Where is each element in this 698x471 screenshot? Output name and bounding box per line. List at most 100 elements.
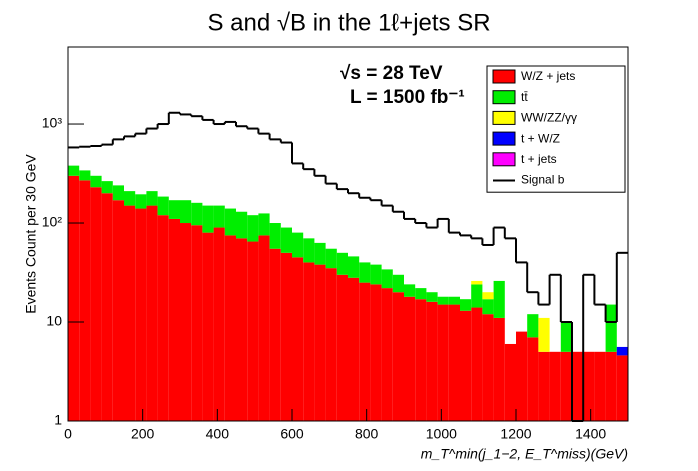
- bar: [616, 355, 628, 421]
- bar: [348, 256, 360, 278]
- bar: [437, 304, 449, 421]
- bar: [135, 208, 147, 421]
- bar: [325, 248, 337, 269]
- bar: [314, 242, 326, 265]
- legend-swatch: [492, 152, 516, 167]
- x-tick-label: 0: [64, 426, 72, 442]
- bar: [482, 299, 494, 315]
- bar: [157, 196, 169, 216]
- bar: [426, 301, 438, 421]
- bar: [392, 292, 404, 421]
- bar: [370, 264, 382, 285]
- bar: [191, 202, 203, 226]
- x-tick-label: 400: [206, 426, 230, 442]
- bar: [348, 277, 360, 421]
- legend-swatch: [492, 90, 516, 105]
- bar: [482, 292, 494, 300]
- bar: [594, 351, 606, 421]
- bar: [112, 200, 124, 421]
- bar: [280, 227, 292, 253]
- x-tick-label: 200: [131, 426, 155, 442]
- bar: [415, 299, 427, 421]
- x-tick-label: 600: [280, 426, 304, 442]
- bar: [381, 288, 393, 421]
- bar: [605, 304, 617, 352]
- bar: [68, 175, 80, 421]
- bar: [448, 304, 460, 421]
- bar: [124, 205, 136, 421]
- y-tick-label: 10³: [42, 115, 63, 131]
- bar: [146, 205, 158, 421]
- bar: [415, 288, 427, 300]
- bar: [325, 268, 337, 421]
- bar: [370, 284, 382, 421]
- bar: [180, 223, 192, 421]
- bar: [527, 337, 539, 421]
- bar: [426, 292, 438, 302]
- legend-box: [486, 65, 626, 193]
- bar: [101, 193, 113, 421]
- bar: [549, 351, 561, 421]
- bar: [482, 314, 494, 421]
- bar: [202, 232, 214, 421]
- y-tick-label: 10²: [42, 214, 63, 230]
- bar: [213, 205, 225, 228]
- bar: [538, 317, 550, 352]
- x-tick-label: 1400: [575, 426, 606, 442]
- bar: [224, 235, 236, 421]
- bar: [336, 274, 348, 421]
- bar: [146, 191, 158, 206]
- bar: [336, 252, 348, 275]
- bar: [605, 351, 617, 421]
- bar: [224, 208, 236, 236]
- bar: [258, 235, 270, 421]
- y-tick-label: 10: [46, 313, 62, 329]
- bar: [460, 310, 472, 421]
- x-tick-label: 1000: [426, 426, 457, 442]
- bar: [359, 262, 371, 283]
- bar: [437, 296, 449, 305]
- bar: [292, 232, 304, 258]
- bar: [471, 280, 483, 285]
- plot-frame: [67, 46, 629, 422]
- bar: [303, 262, 315, 421]
- bar: [572, 351, 584, 421]
- bar: [236, 238, 248, 421]
- bar: [236, 211, 248, 239]
- bar: [493, 280, 505, 318]
- bar: [560, 322, 572, 352]
- bar: [157, 215, 169, 421]
- bar: [527, 314, 539, 338]
- bar: [124, 191, 136, 206]
- bar: [560, 351, 572, 421]
- bar: [280, 252, 292, 421]
- bar: [112, 185, 124, 201]
- x-axis-label: m_T^min(j_1−2, E_T^miss)(GeV): [421, 446, 628, 462]
- bar: [292, 257, 304, 421]
- legend-label: W/Z + jets: [521, 69, 575, 83]
- bar: [516, 331, 528, 421]
- bar: [392, 274, 404, 293]
- bar: [135, 194, 147, 209]
- bar: [213, 227, 225, 421]
- bar: [404, 296, 416, 421]
- bar: [381, 269, 393, 289]
- bar: [168, 200, 180, 219]
- bar: [247, 241, 259, 421]
- bar: [471, 307, 483, 421]
- bar: [471, 284, 483, 308]
- bar: [404, 284, 416, 297]
- bar: [314, 264, 326, 421]
- y-axis-label: Events Count per 30 GeV: [23, 154, 39, 314]
- legend-swatch: [492, 110, 516, 125]
- bar: [359, 282, 371, 421]
- bar: [583, 351, 595, 421]
- annotation: L = 1500 fb⁻¹: [350, 87, 465, 108]
- bar: [191, 225, 203, 421]
- legend-swatch: [492, 69, 516, 84]
- x-tick-label: 800: [355, 426, 379, 442]
- bar: [180, 200, 192, 224]
- chart-title: S and √B in the 1ℓ+jets SR: [207, 9, 490, 36]
- bar: [90, 175, 102, 188]
